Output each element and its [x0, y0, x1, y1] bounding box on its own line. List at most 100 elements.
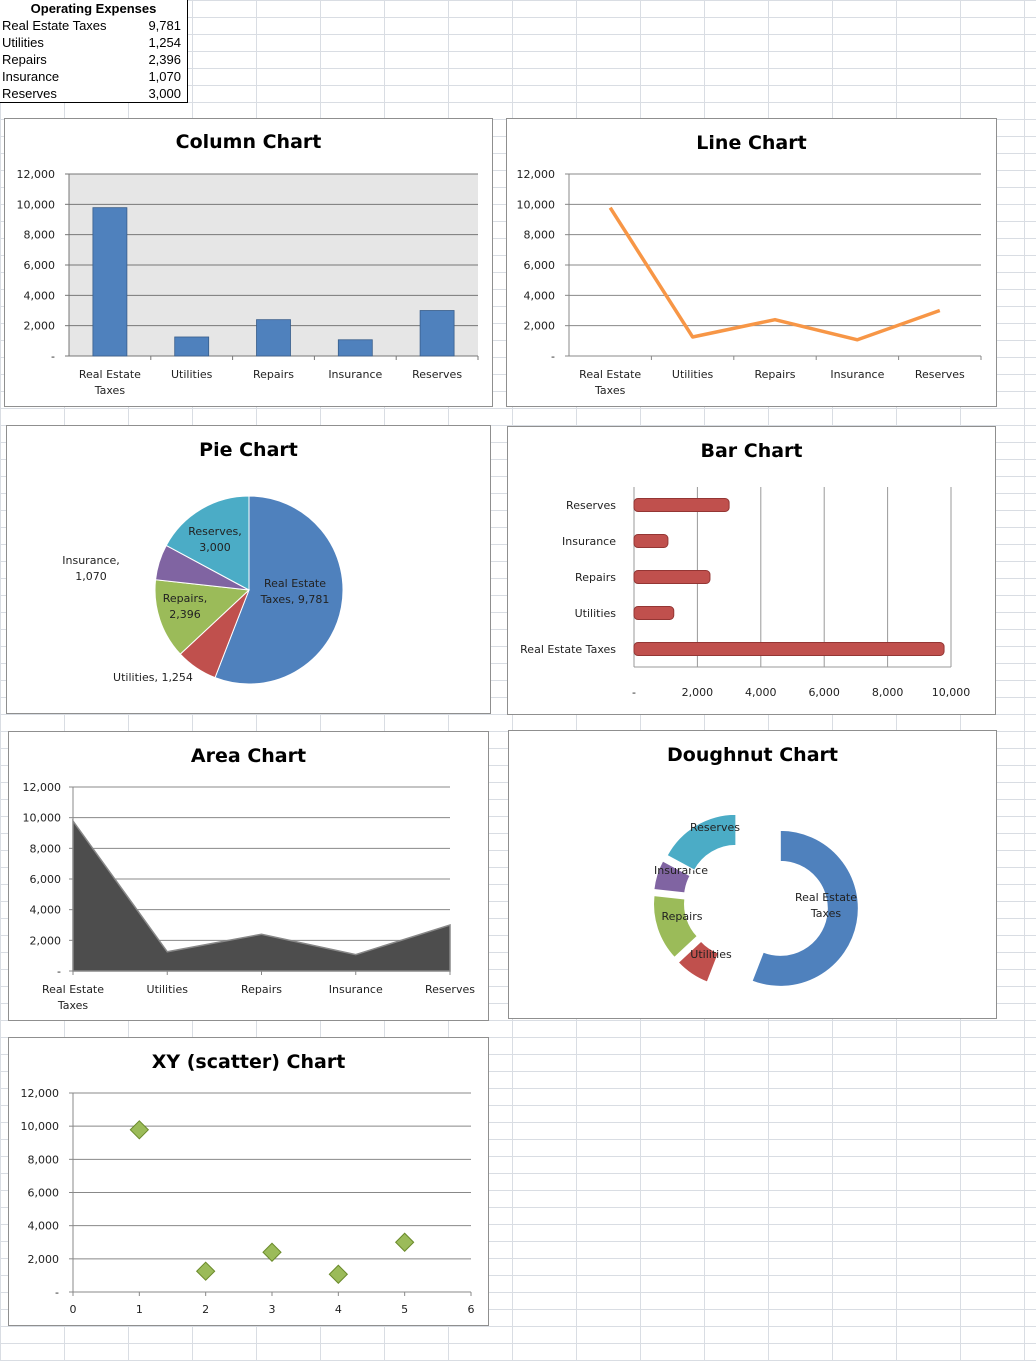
- x-tick-label: Real Estate: [42, 983, 104, 996]
- bar-chart-plot: - 2,000 4,000 6,000 8,000 10,000 Real Estate T…: [520, 487, 970, 699]
- doughnut-chart[interactable]: Doughnut Chart Real Estate Taxes Utilities…: [508, 730, 997, 1019]
- table-row[interactable]: Real Estate Taxes 9,781: [0, 17, 187, 34]
- y-tick-label: 6,000: [28, 1187, 60, 1200]
- y-tick-label: 6,000: [524, 259, 556, 272]
- x-tick-label: 4,000: [745, 686, 777, 699]
- x-tick-label: 5: [401, 1303, 408, 1316]
- y-tick-label: 2,000: [30, 934, 62, 947]
- doughnut-chart-plot: Real Estate Taxes Utilities Repairs Insuranc…: [653, 813, 859, 987]
- y-tick-label: 10,000: [23, 812, 62, 825]
- area-chart[interactable]: Area Chart - 2,000 4,000 6,000 8,000 10,000 12…: [8, 731, 489, 1021]
- pie-chart[interactable]: Pie Chart Real Estate Taxes, 9,781 Utiliti…: [6, 425, 491, 714]
- data-label: Taxes: [810, 907, 842, 920]
- doughnut-slice: [751, 829, 859, 987]
- x-tick-label: Reserves: [412, 368, 462, 381]
- series-line: [608, 206, 941, 342]
- chart-title: Column Chart: [175, 131, 322, 153]
- pie-chart-plot: Real Estate Taxes, 9,781 Utilities, 1,254 R…: [62, 495, 344, 685]
- x-tick-label: Real Estate: [579, 368, 641, 381]
- x-tick-label: Insurance: [830, 368, 884, 381]
- x-tick-label: 4: [335, 1303, 342, 1316]
- bar: [633, 606, 675, 620]
- chart-title: Doughnut Chart: [667, 744, 838, 766]
- chart-title: Line Chart: [696, 132, 807, 154]
- x-tick-label: Repairs: [241, 983, 282, 996]
- pie-slice: [214, 495, 344, 685]
- data-label: 2,396: [169, 608, 201, 621]
- bar: [633, 642, 945, 656]
- y-tick-label: 4,000: [28, 1220, 60, 1233]
- x-tick-label: -: [632, 686, 636, 699]
- pie-slice: [154, 579, 251, 655]
- y-tick-label: 10,000: [517, 198, 556, 211]
- data-label: Reserves,: [188, 525, 241, 538]
- y-tick-label: Utilities: [575, 607, 617, 620]
- doughnut-slice: [653, 895, 698, 959]
- bar: [419, 310, 455, 357]
- table-row[interactable]: Repairs 2,396: [0, 51, 187, 68]
- row-label: Repairs: [2, 52, 47, 67]
- x-tick-label: 2: [202, 1303, 209, 1316]
- table-row[interactable]: Utilities 1,254: [0, 34, 187, 51]
- data-label: Utilities: [690, 948, 732, 961]
- scatter-point: [262, 1242, 282, 1262]
- operating-expenses-table: Operating Expenses Real Estate Taxes 9,7…: [0, 0, 188, 103]
- y-tick-label: -: [51, 350, 55, 363]
- table-row[interactable]: Insurance 1,070: [0, 68, 187, 85]
- bar: [337, 339, 373, 357]
- bar: [92, 207, 128, 357]
- scatter-point: [328, 1264, 349, 1284]
- y-tick-label: 8,000: [28, 1153, 60, 1166]
- data-label: Insurance: [654, 864, 708, 877]
- doughnut-slice: [653, 860, 691, 894]
- chart-title: Area Chart: [190, 745, 307, 767]
- y-tick-label: 4,000: [30, 904, 62, 917]
- scatter-chart-plot: - 2,000 4,000 6,000 8,000 10,000 12,000 0 1 2 3 4 5 6: [21, 1087, 475, 1316]
- line-chart[interactable]: Line Chart - 2,000 4,000 6,000 8,000 10,000 12…: [506, 118, 997, 407]
- y-tick-label: 2,000: [28, 1253, 60, 1266]
- chart-title: Pie Chart: [199, 439, 298, 461]
- y-tick-label: 2,000: [524, 320, 556, 333]
- table-row[interactable]: Reserves 3,000: [0, 85, 187, 102]
- bar: [633, 570, 711, 584]
- x-tick-label: Real Estate: [79, 368, 141, 381]
- x-tick-label: Utilities: [672, 368, 714, 381]
- data-label: Reserves: [690, 821, 740, 834]
- y-tick-label: 8,000: [24, 229, 56, 242]
- column-chart-plot: - 2,000 4,000 6,000 8,000 10,000 12,000 Real Es…: [17, 168, 479, 397]
- row-value: 3,000: [148, 86, 181, 101]
- x-tick-label: Repairs: [755, 368, 796, 381]
- x-tick-label: Repairs: [253, 368, 294, 381]
- area-chart-plot: - 2,000 4,000 6,000 8,000 10,000 12,000 Real Es…: [23, 781, 476, 1012]
- y-tick-label: 2,000: [24, 320, 56, 333]
- column-chart[interactable]: Column Chart - 2,000 4,000 6,000 8,000 10,000…: [4, 118, 493, 407]
- x-tick-label: 8,000: [872, 686, 904, 699]
- x-tick-label: 3: [269, 1303, 276, 1316]
- y-tick-label: 10,000: [17, 198, 56, 211]
- x-tick-label: Utilities: [147, 983, 189, 996]
- x-tick-label: 6: [468, 1303, 475, 1316]
- data-label: Repairs: [662, 910, 703, 923]
- scatter-chart[interactable]: XY (scatter) Chart - 2,000 4,000 6,000 8,000…: [8, 1037, 489, 1326]
- area-fill: [72, 818, 451, 972]
- row-label: Real Estate Taxes: [2, 18, 107, 33]
- row-value: 2,396: [148, 52, 181, 67]
- y-tick-label: 8,000: [524, 229, 556, 242]
- data-label: 1,070: [75, 570, 107, 583]
- x-tick-label: 6,000: [808, 686, 840, 699]
- x-tick-label: 2,000: [682, 686, 714, 699]
- bar-chart[interactable]: Bar Chart - 2,000 4,000 6,000 8,000 10,000 Rea…: [507, 426, 996, 715]
- chart-title: XY (scatter) Chart: [151, 1051, 346, 1073]
- y-tick-label: Repairs: [575, 571, 616, 584]
- y-tick-label: Insurance: [562, 535, 616, 548]
- y-tick-label: 12,000: [517, 168, 556, 181]
- doughnut-slice: [666, 813, 737, 871]
- scatter-point: [129, 1120, 150, 1140]
- line-chart-plot: - 2,000 4,000 6,000 8,000 10,000 12,000 Real Es…: [517, 168, 982, 397]
- data-label: Utilities, 1,254: [113, 671, 193, 684]
- y-tick-label: -: [551, 350, 555, 363]
- pie-slice: [165, 495, 250, 591]
- data-label: Real Estate: [795, 891, 857, 904]
- y-tick-label: 8,000: [30, 842, 62, 855]
- bar: [633, 534, 669, 548]
